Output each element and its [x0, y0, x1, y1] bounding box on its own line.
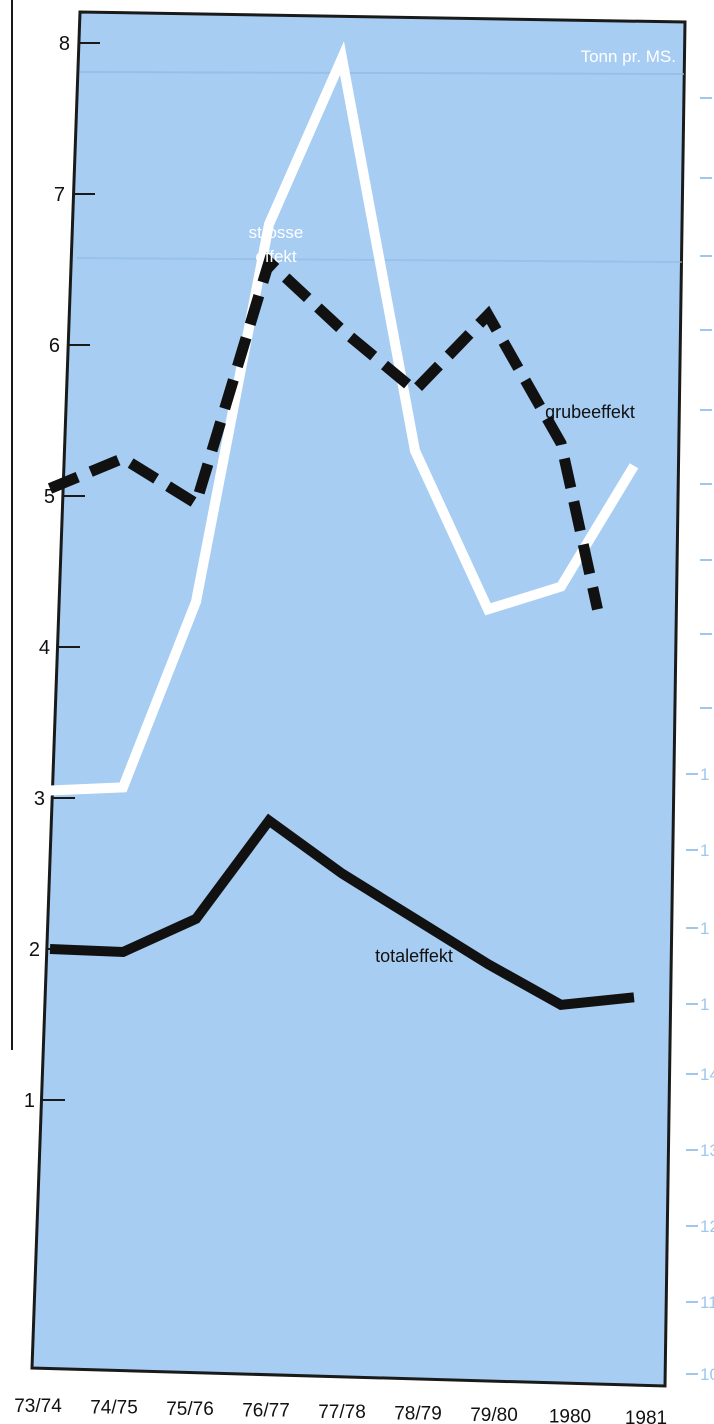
series-label-strosse-line1: strosse: [249, 223, 304, 242]
series-line-totaleffekt: [49, 813, 635, 1011]
y-tick-label: 7: [54, 184, 65, 206]
y-tick-label: 2: [29, 939, 40, 961]
x-tick-label: 78/79: [394, 1404, 442, 1424]
right-margin-tick-label: 12: [700, 1217, 714, 1236]
y-tick-label: 8: [59, 33, 70, 55]
y-tick-label: 3: [34, 788, 45, 810]
right-margin-tick-label: 14: [700, 1065, 714, 1084]
series-label-totaleffekt: totaleffekt: [375, 946, 453, 966]
x-tick-label: 74/75: [90, 1398, 138, 1419]
right-margin-tick-label: 11: [700, 1293, 714, 1312]
y-tick-label: 1: [24, 1090, 35, 1112]
right-margin-tick-label: 1: [700, 919, 709, 938]
series-line-grubeeffekt: [47, 251, 603, 611]
series-label-strosse-line2: effekt: [255, 247, 297, 266]
series-line-strosse-effekt: [49, 41, 639, 796]
right-margin-tick-label: 1: [700, 841, 709, 860]
x-tick-label: 75/76: [166, 1399, 214, 1420]
x-tick-label: 79/80: [470, 1405, 518, 1424]
x-tick-label: 76/77: [242, 1401, 290, 1422]
x-tick-label: 77/78: [318, 1402, 366, 1423]
right-margin-ticks: 11111413121110: [686, 97, 714, 1384]
y-tick-label: 5: [44, 486, 55, 508]
x-tick-label: 1980: [549, 1407, 591, 1424]
x-tick-label: 73/74: [14, 1396, 62, 1417]
x-tick-label: 1981: [625, 1408, 667, 1424]
series-label-grubeeffekt: grubeeffekt: [545, 402, 635, 422]
unit-label: Tonn pr. MS.: [581, 47, 676, 66]
y-tick-label: 6: [49, 335, 60, 357]
panel-band: [79, 71, 685, 75]
right-margin-tick-label: 1: [700, 995, 709, 1014]
right-margin-tick-label: 13: [700, 1141, 714, 1160]
right-margin-tick-label: 1: [700, 765, 709, 784]
plot-panel: [30, 10, 687, 1388]
x-axis: 73/74 74/75 75/76 76/77 77/78 78/79 79/80 1980 1…: [14, 1396, 667, 1424]
y-tick-label: 4: [39, 637, 50, 659]
series-layer: [47, 41, 639, 1011]
right-margin-tick-label: 10: [700, 1365, 714, 1384]
